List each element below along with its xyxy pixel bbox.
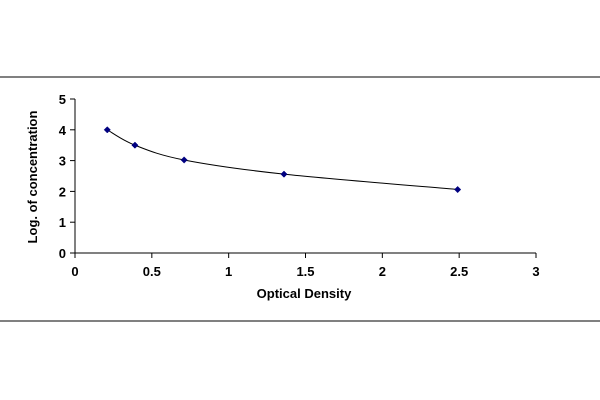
y-tick-label: 1: [59, 215, 66, 230]
y-tick-label: 2: [59, 184, 66, 199]
x-tick-label: 0: [71, 264, 78, 279]
x-tick-label: 3: [532, 264, 539, 279]
x-tick-label: 1.5: [296, 264, 314, 279]
y-tick-label: 5: [59, 92, 66, 107]
data-point: [103, 126, 111, 134]
x-tick-label: 2: [379, 264, 386, 279]
y-tick-label: 3: [59, 154, 66, 169]
y-tick-label: 0: [59, 246, 66, 261]
trend-line: [107, 129, 458, 191]
x-tick-label: 0.5: [143, 264, 161, 279]
data-point: [280, 170, 288, 178]
x-axis-title: Optical Density: [257, 286, 352, 301]
y-axis-title: Log. of concentration: [25, 111, 40, 244]
data-point: [454, 185, 462, 194]
data-point: [180, 156, 188, 164]
x-tick-label: 2.5: [450, 264, 468, 279]
y-tick-label: 4: [59, 123, 67, 138]
data-point: [131, 141, 139, 149]
plot-area: 0 0.5 1 1.5 2 2.5 3 0 1 2 3 4 5: [59, 92, 540, 279]
x-tick-label: 1: [225, 264, 232, 279]
